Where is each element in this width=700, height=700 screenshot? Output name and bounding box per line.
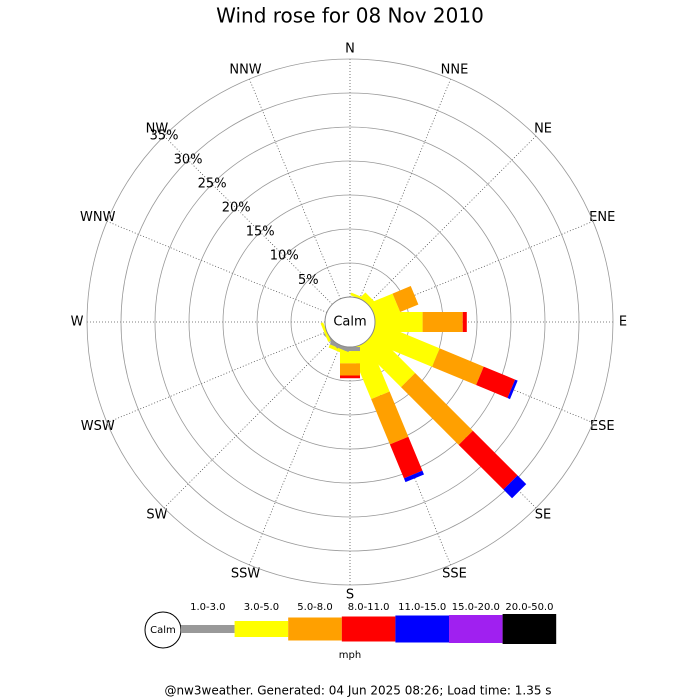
legend-label: 20.0-50.0 <box>505 602 553 613</box>
wind-segment <box>400 372 473 445</box>
wind-segment <box>403 470 424 483</box>
legend-label: 3.0-5.0 <box>244 602 279 613</box>
direction-line <box>248 344 341 566</box>
wind-segment <box>507 379 518 400</box>
wind-segment <box>369 322 440 367</box>
wind-segment <box>462 312 467 332</box>
legend-label: 5.0-8.0 <box>297 602 332 613</box>
direction-line <box>248 78 341 300</box>
direction-label: ESE <box>590 419 615 434</box>
direction-line <box>163 339 333 509</box>
legend-swatch <box>288 617 342 641</box>
direction-label: WNW <box>80 210 116 225</box>
r-tick-label: 5% <box>298 273 319 288</box>
wind-segment <box>328 344 349 356</box>
direction-label: NNE <box>441 62 469 77</box>
r-tick-label: 10% <box>270 249 299 264</box>
unit-label: mph <box>339 650 361 661</box>
direction-label: NE <box>534 121 552 136</box>
direction-line <box>106 220 328 313</box>
direction-label: S <box>346 588 354 603</box>
r-tick-label: 30% <box>174 153 203 168</box>
wind-segment <box>371 391 409 445</box>
wind-segment <box>340 363 360 376</box>
wind-segment <box>476 366 516 399</box>
direction-line <box>367 135 537 305</box>
direction-line <box>163 135 333 305</box>
r-tick-label: 25% <box>198 177 227 192</box>
legend-label: 15.0-20.0 <box>452 602 500 613</box>
legend-label: 11.0-15.0 <box>398 602 446 613</box>
chart-title: Wind rose for 08 Nov 2010 <box>216 4 484 28</box>
grid-ring <box>154 126 546 518</box>
legend-swatch <box>341 616 396 642</box>
legend-swatch <box>395 615 449 643</box>
direction-line <box>359 78 452 300</box>
direction-label: E <box>619 315 627 330</box>
grid-ring <box>188 160 512 484</box>
wind-segment <box>458 430 518 490</box>
wind-segment <box>392 286 419 313</box>
legend-calm-label: Calm <box>150 625 176 636</box>
footer: @nw3weather. Generated: 04 Jun 2025 08:2… <box>164 684 551 698</box>
grid-ring <box>86 58 614 586</box>
legend-label: 8.0-11.0 <box>348 602 390 613</box>
calm-circle <box>324 296 376 348</box>
direction-label: ENE <box>589 210 615 225</box>
direction-label: WSW <box>81 419 115 434</box>
wind-segment <box>389 436 423 479</box>
direction-label: SSE <box>442 567 467 582</box>
direction-label: SE <box>535 508 551 523</box>
wind-segment <box>432 348 484 386</box>
wind-segment <box>350 341 390 400</box>
legend-swatch <box>502 614 557 644</box>
direction-label: SW <box>146 508 167 523</box>
r-tick-label: 20% <box>222 201 251 216</box>
direction-label: SSW <box>231 567 261 582</box>
wind-segment <box>422 312 463 332</box>
grid-ring <box>222 194 478 450</box>
calm-label: Calm <box>333 315 366 330</box>
r-tick-label: 35% <box>150 129 179 144</box>
r-tick-label: 15% <box>246 225 275 240</box>
direction-label: N <box>345 42 355 57</box>
wind-segment <box>503 475 527 499</box>
direction-label: NW <box>146 121 169 136</box>
wind-segment <box>340 375 360 379</box>
legend-swatch <box>181 625 235 633</box>
wind-segment <box>320 322 331 342</box>
direction-line <box>106 331 328 424</box>
grid-ring <box>120 92 580 552</box>
legend-swatch <box>449 615 503 643</box>
wind-segment <box>360 332 416 388</box>
direction-label: NNW <box>229 62 261 77</box>
legend-label: 1.0-3.0 <box>190 602 225 613</box>
legend-swatch <box>234 621 289 637</box>
direction-label: W <box>71 315 84 330</box>
